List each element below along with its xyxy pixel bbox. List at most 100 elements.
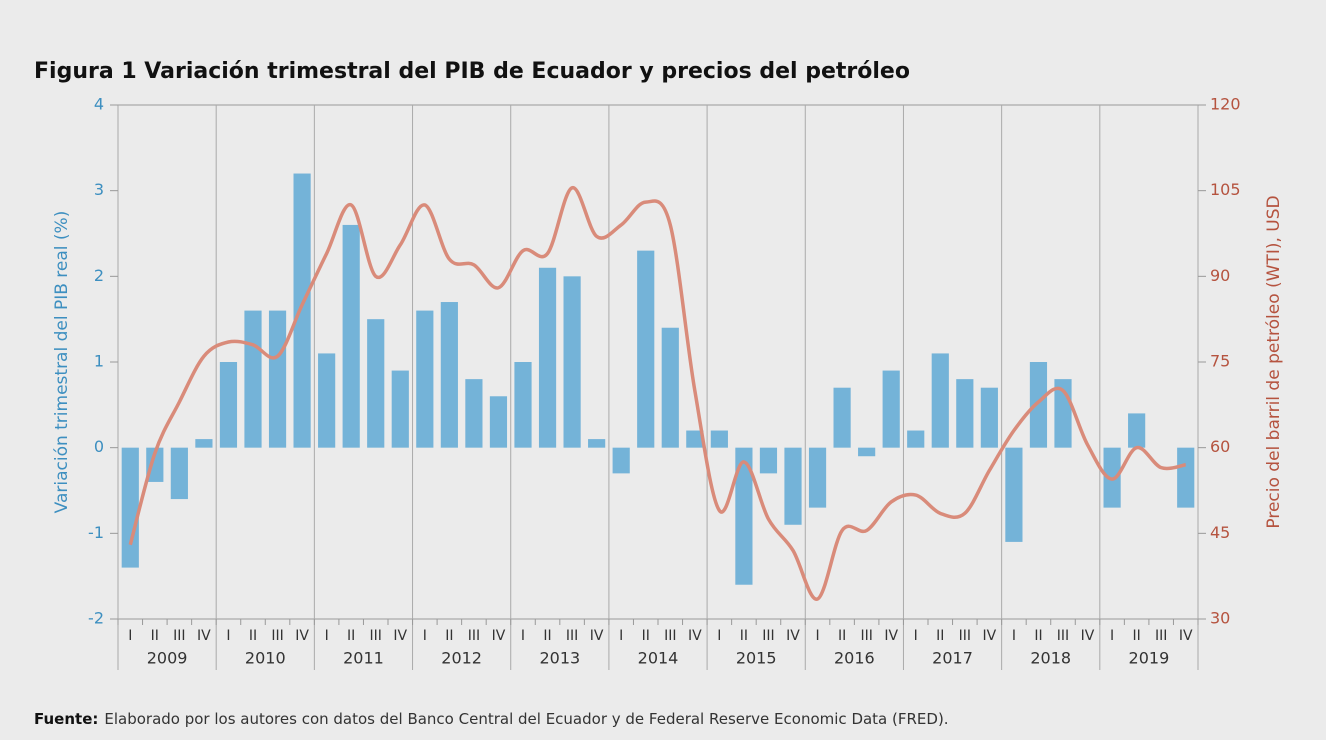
year-label: 2018 xyxy=(1030,649,1071,668)
bar xyxy=(637,250,655,448)
y2-tick-label: 75 xyxy=(1210,352,1230,371)
source-text: Elaborado por los autores con datos del … xyxy=(104,710,948,728)
x-tick-label: III xyxy=(173,628,185,644)
year-label: 2014 xyxy=(638,649,679,668)
source-label: Fuente: xyxy=(34,710,98,728)
x-tick-label: IV xyxy=(393,628,407,644)
bar xyxy=(612,447,630,474)
year-label: 2009 xyxy=(147,649,188,668)
bar xyxy=(1177,447,1195,508)
year-label: 2012 xyxy=(441,649,482,668)
x-tick-label: III xyxy=(468,628,480,644)
bar xyxy=(931,353,949,448)
bar xyxy=(1128,413,1146,448)
bar xyxy=(956,379,974,448)
x-tick-label: IV xyxy=(884,628,898,644)
y-tick-label: 4 xyxy=(94,95,104,114)
x-tick-label: II xyxy=(249,628,257,644)
x-tick-label: I xyxy=(619,628,623,644)
y-tick-label: -2 xyxy=(88,609,104,628)
y2-tick-label: 60 xyxy=(1210,437,1230,456)
bar xyxy=(784,447,802,525)
y-tick-label: -1 xyxy=(88,523,104,542)
bar xyxy=(219,362,238,448)
bar xyxy=(1029,362,1048,448)
bar xyxy=(489,396,508,448)
x-tick-label: IV xyxy=(197,628,211,644)
year-label: 2017 xyxy=(932,649,973,668)
x-tick-label: II xyxy=(151,628,159,644)
y2-tick-label: 105 xyxy=(1210,180,1241,199)
bar xyxy=(686,430,704,448)
bar xyxy=(244,310,262,448)
x-tick-label: IV xyxy=(1081,628,1095,644)
x-tick-label: II xyxy=(1034,628,1042,644)
year-label: 2010 xyxy=(245,649,286,668)
bar xyxy=(465,379,483,448)
x-tick-label: I xyxy=(815,628,819,644)
bar xyxy=(170,447,188,500)
x-tick-label: IV xyxy=(1179,628,1193,644)
x-tick-label: III xyxy=(959,628,971,644)
chart-title: Figura 1 Variación trimestral del PIB de… xyxy=(34,59,910,84)
bar xyxy=(588,439,606,448)
y-tick-label: 1 xyxy=(94,352,104,371)
x-tick-label: II xyxy=(936,628,944,644)
bar xyxy=(268,310,287,448)
x-tick-label: III xyxy=(1155,628,1167,644)
x-tick-label: III xyxy=(664,628,676,644)
x-tick-label: III xyxy=(1057,628,1069,644)
bar xyxy=(907,430,925,448)
x-tick-label: II xyxy=(445,628,453,644)
x-tick-label: I xyxy=(226,628,230,644)
bar xyxy=(342,224,360,448)
x-tick-label: I xyxy=(914,628,918,644)
y2-tick-label: 45 xyxy=(1210,523,1230,542)
bar xyxy=(759,447,778,474)
year-label: 2015 xyxy=(736,649,777,668)
x-tick-label: I xyxy=(1110,628,1114,644)
x-tick-label: IV xyxy=(983,628,997,644)
bar xyxy=(1005,447,1023,542)
source: Fuente: Elaborado por los autores con dat… xyxy=(34,710,949,728)
year-label: 2016 xyxy=(834,649,875,668)
x-tick-label: II xyxy=(1133,628,1141,644)
bar xyxy=(563,276,581,448)
bar xyxy=(514,362,532,448)
x-tick-label: I xyxy=(128,628,132,644)
bar xyxy=(195,439,213,448)
x-tick-label: I xyxy=(521,628,525,644)
bar xyxy=(661,327,679,448)
bar xyxy=(735,447,753,585)
bar xyxy=(367,319,385,448)
x-tick-label: IV xyxy=(786,628,800,644)
x-tick-label: III xyxy=(762,628,774,644)
x-tick-label: II xyxy=(543,628,551,644)
year-label: 2011 xyxy=(343,649,384,668)
bar xyxy=(416,310,434,448)
bar xyxy=(882,370,900,448)
bar xyxy=(440,302,458,448)
year-label: 2019 xyxy=(1129,649,1170,668)
bar xyxy=(293,173,311,448)
x-tick-label: II xyxy=(347,628,355,644)
x-tick-label: III xyxy=(370,628,382,644)
bar xyxy=(833,387,851,448)
x-tick-label: IV xyxy=(688,628,702,644)
x-tick-label: I xyxy=(1012,628,1016,644)
year-label: 2013 xyxy=(539,649,580,668)
y-tick-label: 0 xyxy=(94,437,104,456)
x-tick-label: I xyxy=(325,628,329,644)
x-tick-label: I xyxy=(423,628,427,644)
x-tick-label: IV xyxy=(590,628,604,644)
x-tick-label: IV xyxy=(295,628,309,644)
x-tick-label: IV xyxy=(492,628,506,644)
bar xyxy=(391,370,409,448)
x-tick-label: III xyxy=(271,628,283,644)
x-tick-label: II xyxy=(838,628,846,644)
bar xyxy=(121,447,139,568)
y2-tick-label: 90 xyxy=(1210,266,1230,285)
bar xyxy=(710,430,728,448)
bar xyxy=(858,447,876,457)
